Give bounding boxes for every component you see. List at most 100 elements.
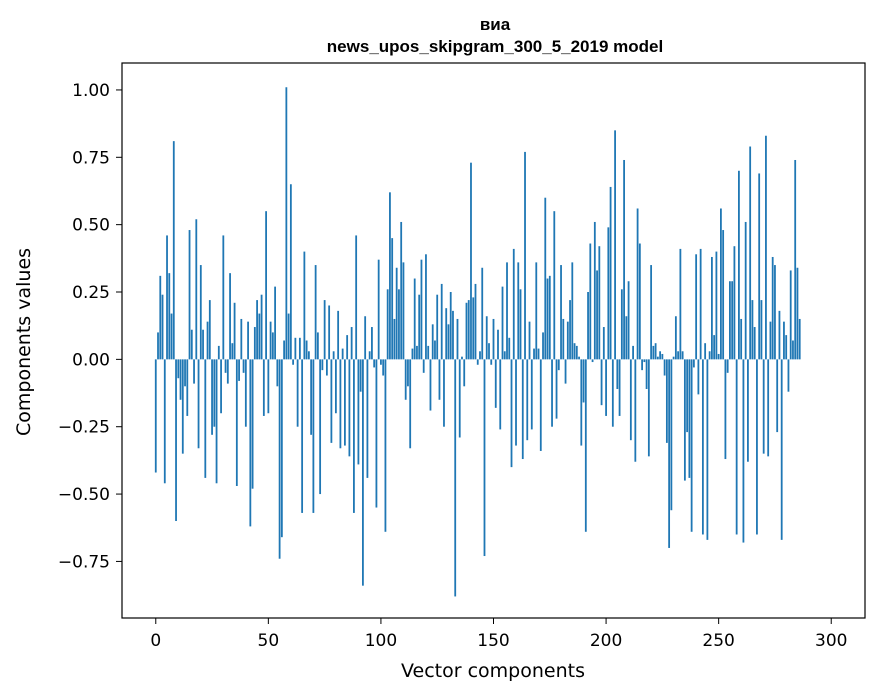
bar xyxy=(206,321,209,360)
bar xyxy=(168,273,171,360)
bar xyxy=(330,359,333,443)
bar xyxy=(656,356,659,360)
bar xyxy=(774,265,776,360)
bar xyxy=(751,300,754,360)
bar xyxy=(503,351,506,360)
bar xyxy=(294,337,297,360)
bar xyxy=(334,359,337,414)
bar xyxy=(377,259,380,360)
bar xyxy=(231,343,234,360)
bar xyxy=(172,141,175,360)
bar xyxy=(229,273,231,360)
bar xyxy=(213,359,216,427)
bar xyxy=(508,337,511,360)
y-tick-label: 0.50 xyxy=(72,216,110,236)
bar xyxy=(339,359,342,449)
bar xyxy=(467,300,470,360)
bar xyxy=(217,345,220,360)
bar xyxy=(665,359,668,443)
bar xyxy=(740,318,743,360)
bar xyxy=(422,359,425,373)
bar xyxy=(244,359,247,427)
bar xyxy=(332,351,335,360)
bar xyxy=(346,335,349,360)
bar xyxy=(499,359,502,430)
bar xyxy=(440,283,443,360)
bar xyxy=(328,305,331,360)
bar xyxy=(654,343,657,360)
bar xyxy=(161,294,164,360)
bar xyxy=(215,359,218,484)
bar xyxy=(159,275,162,360)
bar xyxy=(276,359,279,387)
bar xyxy=(553,211,556,360)
bar xyxy=(515,359,517,446)
bar xyxy=(368,351,371,360)
x-tick-label: 0 xyxy=(150,631,161,651)
y-tick-label: −0.75 xyxy=(58,552,110,572)
bar xyxy=(416,345,418,360)
bar xyxy=(481,267,484,360)
bar xyxy=(461,356,463,360)
bar xyxy=(677,351,680,360)
bar xyxy=(411,348,414,360)
bar xyxy=(267,359,270,414)
bar xyxy=(688,359,691,478)
bar xyxy=(337,310,340,360)
bar xyxy=(490,359,493,365)
bar xyxy=(765,135,767,360)
bar xyxy=(524,151,526,360)
bar xyxy=(747,359,749,462)
bar xyxy=(292,359,295,365)
bar xyxy=(625,316,628,360)
bar xyxy=(686,359,689,433)
bar xyxy=(722,230,725,360)
bar xyxy=(555,359,558,419)
bar xyxy=(321,359,324,371)
bar xyxy=(609,186,612,360)
bar xyxy=(711,256,713,360)
bar xyxy=(434,340,436,360)
bar xyxy=(674,316,677,360)
bar xyxy=(256,300,258,360)
bar xyxy=(407,359,409,387)
bar xyxy=(643,359,646,363)
bar xyxy=(796,267,799,360)
bar xyxy=(483,359,486,557)
bar xyxy=(371,327,373,360)
bar xyxy=(260,294,263,360)
bar xyxy=(659,351,662,360)
bar xyxy=(611,359,614,427)
bar xyxy=(154,359,157,473)
bar xyxy=(580,359,583,446)
y-tick-label: 1.00 xyxy=(72,81,110,101)
bar xyxy=(780,359,783,540)
bar xyxy=(224,359,227,373)
bar xyxy=(454,359,457,597)
chart-title: виа xyxy=(480,15,511,34)
bar xyxy=(607,227,610,360)
bar xyxy=(661,353,664,360)
bar xyxy=(776,359,779,433)
bar xyxy=(344,359,346,446)
bar xyxy=(704,343,707,360)
bar xyxy=(287,313,290,360)
bar xyxy=(726,359,729,373)
x-tick-label: 50 xyxy=(258,631,280,651)
bar xyxy=(188,230,191,360)
bar xyxy=(792,340,794,360)
bar xyxy=(681,351,684,360)
bar xyxy=(566,321,569,360)
bar xyxy=(546,278,549,360)
bar xyxy=(587,292,589,360)
bar xyxy=(668,359,671,548)
bar xyxy=(605,359,607,416)
bar xyxy=(582,359,585,403)
bar xyxy=(181,359,184,454)
bar xyxy=(366,359,369,478)
bar xyxy=(492,318,495,360)
bar xyxy=(771,256,774,360)
bar xyxy=(650,265,653,360)
bar xyxy=(458,359,461,438)
